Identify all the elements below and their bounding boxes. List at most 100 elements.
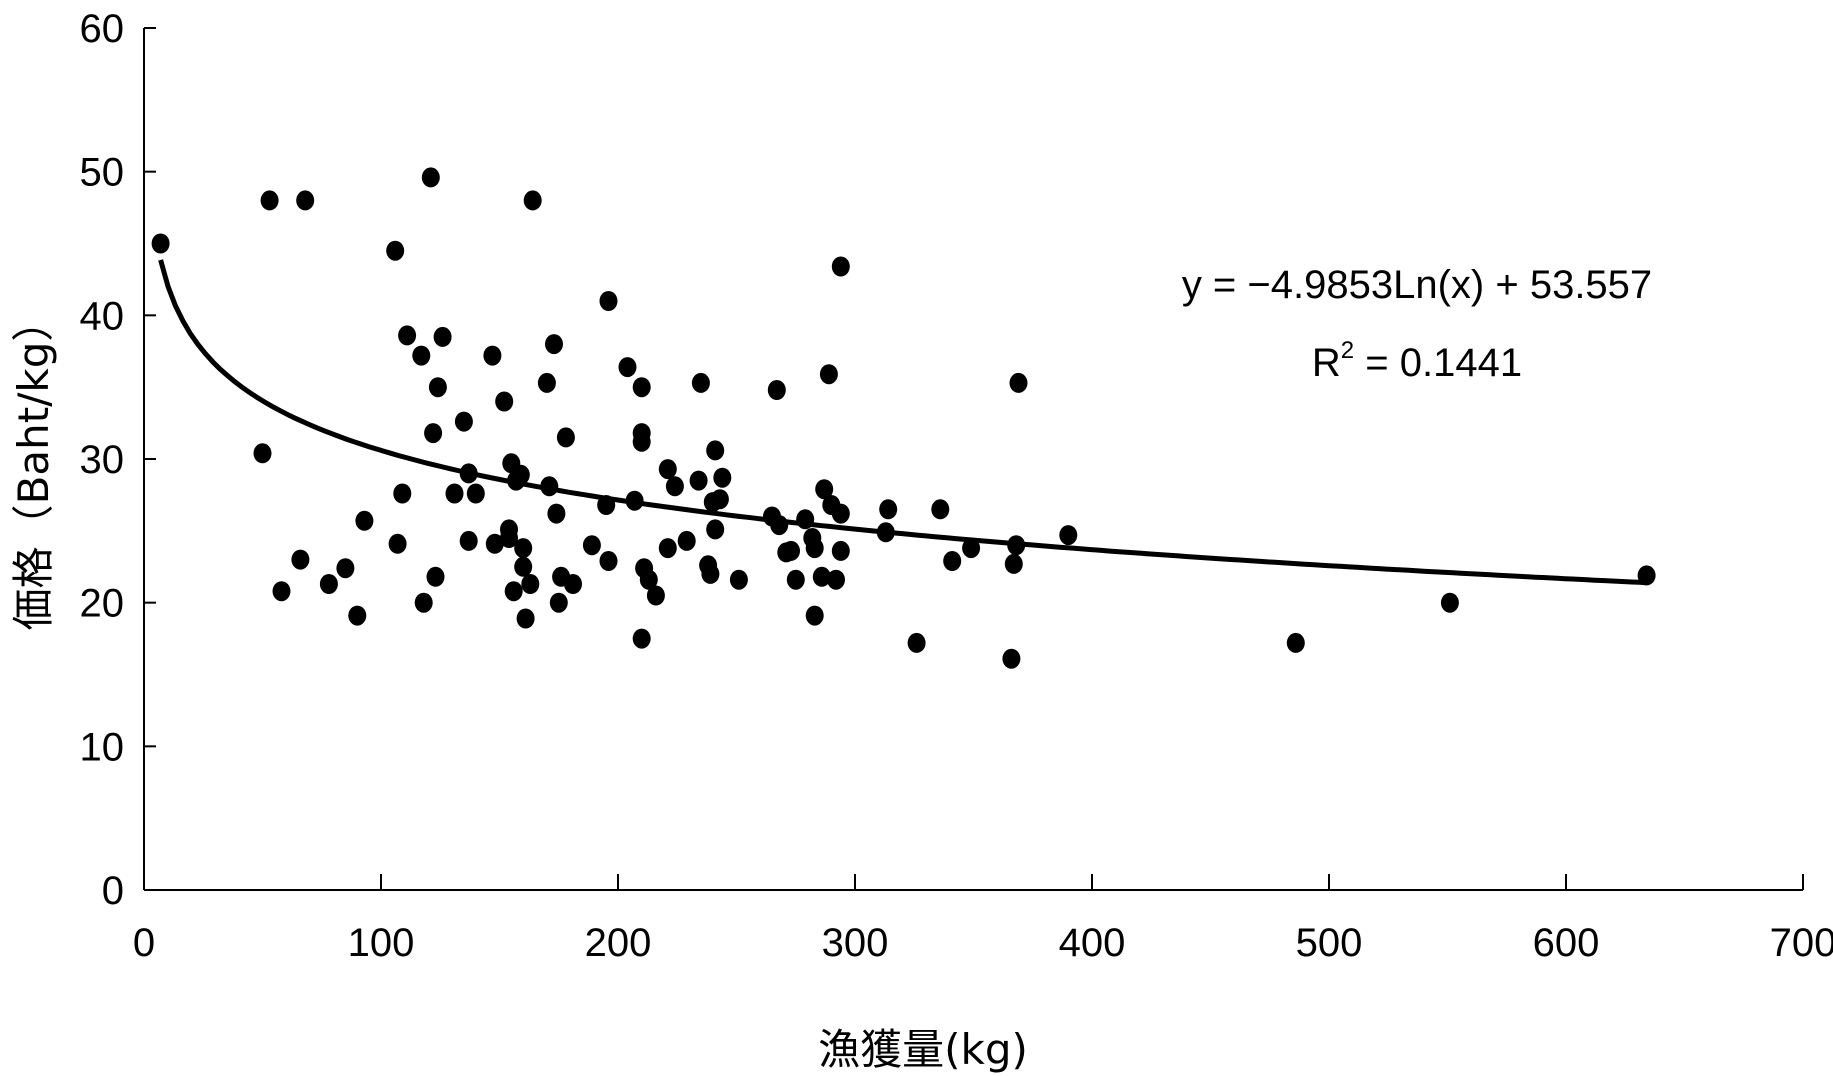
data-point: [907, 632, 926, 653]
y-tick-label: 30: [80, 438, 125, 482]
data-point: [1004, 553, 1023, 574]
data-point: [599, 291, 618, 311]
data-point: [564, 574, 582, 594]
data-point: [414, 592, 433, 613]
data-point: [521, 574, 540, 594]
data-point: [689, 470, 708, 491]
data-point: [495, 391, 514, 412]
r-squared-prefix: R: [1312, 341, 1341, 385]
x-tick-label: 300: [822, 921, 889, 965]
data-point: [632, 431, 651, 452]
data-point: [646, 585, 665, 606]
data-point: [426, 566, 445, 587]
y-tick-label: 60: [80, 7, 125, 51]
x-tick-label: 100: [348, 921, 415, 965]
data-point: [556, 427, 575, 448]
data-point: [701, 563, 720, 584]
data-point: [729, 569, 748, 590]
data-point: [632, 628, 651, 649]
data-point: [713, 467, 732, 488]
data-point: [582, 535, 601, 556]
data-point: [597, 495, 616, 515]
x-axis-title: 漁獲量(kg): [818, 1025, 1028, 1074]
data-point: [677, 530, 696, 551]
data-point: [1009, 372, 1028, 393]
data-point: [632, 377, 651, 398]
data-point: [459, 530, 478, 551]
data-point: [319, 574, 338, 594]
data-point: [386, 240, 405, 261]
data-point: [348, 605, 367, 626]
data-point: [516, 608, 535, 629]
data-point: [767, 380, 786, 400]
data-point: [388, 533, 407, 554]
data-point: [1007, 535, 1026, 556]
y-tick-label: 10: [80, 725, 125, 769]
data-point: [1059, 525, 1078, 546]
data-point: [819, 364, 838, 385]
data-point: [433, 326, 452, 347]
data-point: [943, 551, 962, 571]
y-tick-label: 40: [80, 294, 125, 338]
data-point: [504, 581, 523, 602]
data-point: [796, 509, 815, 530]
data-point: [398, 325, 417, 346]
data-point: [547, 503, 566, 524]
data-point: [523, 190, 542, 211]
data-point: [412, 345, 431, 366]
data-point: [483, 345, 502, 366]
data-point: [355, 510, 374, 531]
data-point: [805, 605, 824, 626]
data-point: [537, 372, 556, 393]
data-point: [665, 476, 684, 497]
x-tick-label: 200: [585, 921, 652, 965]
data-point: [514, 538, 533, 559]
r-squared-value: = 0.1441: [1354, 341, 1522, 385]
data-point: [421, 167, 440, 188]
data-point: [1637, 565, 1656, 586]
data-point: [658, 538, 677, 559]
data-point: [658, 459, 677, 480]
data-point: [296, 190, 315, 211]
data-point: [1440, 592, 1459, 613]
data-point: [770, 515, 789, 536]
x-tick-label: 600: [1533, 921, 1600, 965]
r-squared-label: R2 = 0.1441: [1312, 337, 1522, 385]
data-point: [428, 377, 447, 398]
data-point: [706, 519, 725, 540]
data-points: [151, 167, 1656, 669]
data-point: [253, 443, 272, 464]
data-point: [876, 522, 895, 543]
data-point: [639, 569, 658, 590]
data-point: [691, 372, 710, 393]
data-point: [831, 256, 850, 277]
y-tick-label: 50: [80, 151, 125, 195]
y-tick-label: 0: [102, 869, 124, 913]
data-point: [454, 411, 473, 432]
data-point: [812, 566, 831, 587]
data-point: [514, 556, 533, 577]
data-point: [260, 190, 279, 211]
r-squared-superscript: 2: [1341, 337, 1354, 364]
data-point: [1002, 648, 1021, 669]
data-point: [962, 538, 981, 559]
data-point: [831, 540, 850, 561]
data-point: [782, 540, 800, 561]
data-point: [336, 558, 355, 579]
y-axis-title: 価格（Baht/kg）: [9, 300, 58, 631]
data-point: [466, 483, 485, 504]
data-point: [272, 581, 291, 602]
data-point: [459, 463, 478, 484]
trendline-equation: y = −4.9853Ln(x) + 53.557: [1182, 263, 1652, 307]
data-point: [710, 489, 729, 510]
data-point: [618, 357, 637, 378]
x-tick-label: 700: [1770, 921, 1833, 965]
plot-axes: [143, 28, 1803, 891]
data-point: [1286, 632, 1305, 653]
data-point: [485, 533, 504, 554]
data-point: [805, 538, 824, 559]
data-point: [445, 483, 464, 504]
data-point: [393, 483, 412, 504]
data-point: [625, 490, 644, 511]
data-point: [151, 233, 170, 254]
